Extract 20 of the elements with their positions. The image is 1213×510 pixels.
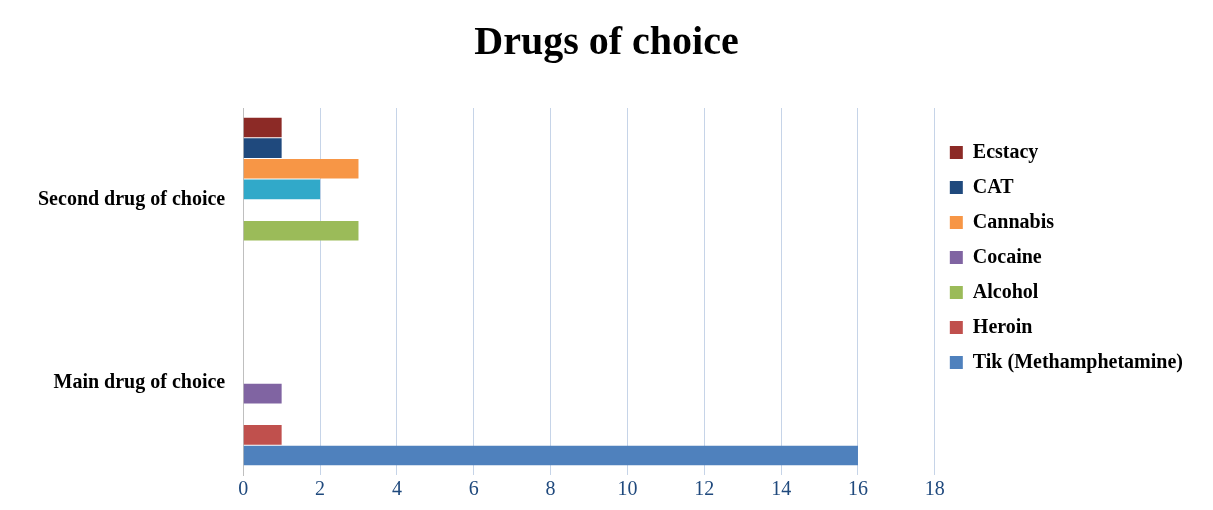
x-tick-label: 12 bbox=[694, 477, 715, 500]
legend-label: Heroin bbox=[972, 314, 1033, 337]
x-tick-label: 2 bbox=[315, 477, 326, 500]
legend-label: Ecstacy bbox=[972, 139, 1039, 163]
legend-label: CAT bbox=[972, 174, 1015, 197]
y-tick-label: Second drug of choice bbox=[38, 186, 226, 210]
x-tick-label: 6 bbox=[468, 477, 479, 500]
y-tick-label: Main drug of choice bbox=[53, 370, 226, 394]
x-tick-label: 8 bbox=[545, 477, 556, 500]
x-tick-label: 16 bbox=[847, 477, 868, 500]
legend-label: Tik (Methamphetamine) bbox=[972, 349, 1184, 373]
x-tick-label: 14 bbox=[771, 477, 792, 500]
x-tick-label: 4 bbox=[391, 477, 402, 500]
legend-label: Alcohol bbox=[972, 279, 1039, 302]
chart-title: Drugs of choice bbox=[474, 18, 739, 64]
legend-label: Cocaine bbox=[972, 244, 1042, 267]
legend-label: Cannabis bbox=[972, 209, 1055, 232]
x-tick-label: 18 bbox=[924, 477, 945, 500]
x-tick-label: 10 bbox=[617, 477, 638, 500]
x-tick-label: 0 bbox=[238, 477, 249, 500]
